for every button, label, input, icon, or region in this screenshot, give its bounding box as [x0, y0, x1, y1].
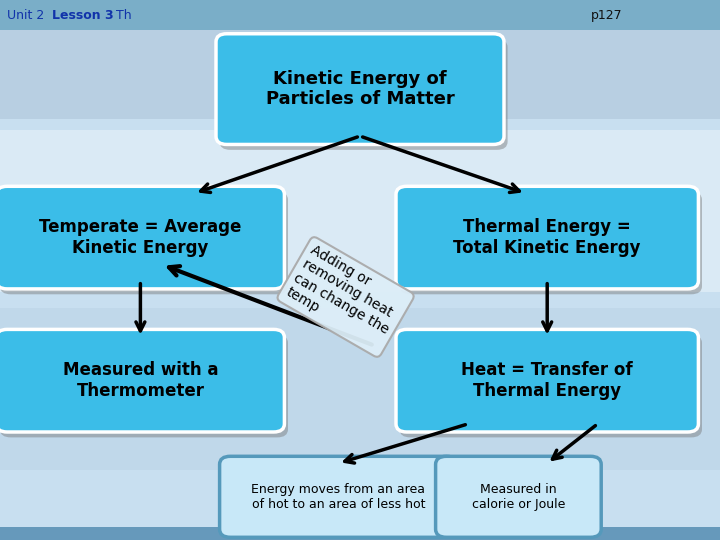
Bar: [0, 0, 720, 119]
FancyBboxPatch shape: [0, 192, 288, 294]
Text: Energy moves from an area
of hot to an area of less hot: Energy moves from an area of hot to an a…: [251, 483, 426, 511]
Text: p127: p127: [590, 9, 622, 22]
Text: Measured in
calorie or Joule: Measured in calorie or Joule: [472, 483, 565, 511]
Text: Temperate = Average
Kinetic Energy: Temperate = Average Kinetic Energy: [39, 218, 242, 257]
FancyBboxPatch shape: [396, 329, 698, 432]
Bar: [0, 130, 720, 292]
FancyBboxPatch shape: [436, 456, 601, 537]
Bar: [0, 0, 720, 30]
Bar: [0, 526, 720, 540]
Text: Lesson 3: Lesson 3: [52, 9, 114, 22]
Text: Adding or
removing heat
can change the
temp: Adding or removing heat can change the t…: [284, 243, 408, 351]
FancyBboxPatch shape: [0, 186, 284, 289]
Text: Heat = Transfer of
Thermal Energy: Heat = Transfer of Thermal Energy: [462, 361, 633, 400]
FancyBboxPatch shape: [0, 329, 284, 432]
Text: Thermal Energy =
Total Kinetic Energy: Thermal Energy = Total Kinetic Energy: [454, 218, 641, 257]
Bar: [0, 308, 720, 470]
FancyBboxPatch shape: [400, 192, 702, 294]
FancyBboxPatch shape: [220, 456, 457, 537]
FancyBboxPatch shape: [0, 335, 288, 437]
FancyBboxPatch shape: [220, 39, 508, 150]
FancyBboxPatch shape: [216, 34, 504, 145]
FancyBboxPatch shape: [396, 186, 698, 289]
Text: Measured with a
Thermometer: Measured with a Thermometer: [63, 361, 218, 400]
Text: Th: Th: [112, 9, 131, 22]
Text: Unit 2: Unit 2: [7, 9, 48, 22]
Text: Kinetic Energy of
Particles of Matter: Kinetic Energy of Particles of Matter: [266, 70, 454, 109]
FancyBboxPatch shape: [400, 335, 702, 437]
